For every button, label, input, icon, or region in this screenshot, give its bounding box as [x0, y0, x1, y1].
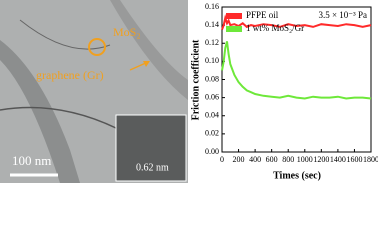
y-tick-label: 0.02 [205, 129, 219, 138]
annotation: 3.5 × 10⁻³ Pa [318, 10, 367, 20]
y-tick-label: 0.00 [205, 147, 219, 156]
figure: MoS₂ graphene (Gr) 0.62 nm 100 nm Fricti… [0, 0, 378, 183]
x-tick-label: 800 [282, 155, 294, 164]
x-tick-label: 200 [233, 155, 245, 164]
y-tick-label: 0.14 [205, 20, 219, 29]
legend-label: PFPE oil [246, 10, 279, 20]
x-tick-label: 1400 [330, 155, 346, 164]
spacing-label: 0.62 nm [136, 162, 169, 173]
x-tick-label: 400 [249, 155, 261, 164]
legend-swatch [226, 13, 242, 19]
x-tick-label: 600 [266, 155, 278, 164]
y-tick-label: 0.06 [205, 92, 219, 101]
x-tick-label: 1800 [363, 155, 378, 164]
y-tick-label: 0.08 [205, 74, 219, 83]
y-tick-label: 0.16 [205, 2, 219, 11]
x-tick-label: 0 [220, 155, 224, 164]
edge [19, 19, 111, 50]
y-tick-label: 0.04 [205, 111, 219, 120]
particle-label: MoS₂ [113, 25, 141, 39]
sheet-label: graphene (Gr) [36, 68, 104, 82]
series-line [221, 41, 372, 100]
x-axis-label: Times (sec) [273, 170, 321, 181]
y-axis-label: Friction coefficient [190, 39, 201, 120]
x-tick-label: 1200 [313, 155, 329, 164]
arrow-head [143, 61, 150, 67]
scale-label: 100 nm [12, 153, 51, 168]
y-tick-label: 0.10 [205, 56, 219, 65]
legend-label: 1 wt% MoS₂/Gr [246, 23, 304, 33]
hrtem-inset [115, 114, 187, 182]
y-tick-label: 0.12 [205, 38, 219, 47]
x-tick-label: 1600 [346, 155, 362, 164]
x-tick-label: 1000 [297, 155, 313, 164]
legend-swatch [226, 26, 242, 32]
graphene-sheet [0, 40, 80, 183]
graphene-fold [110, 0, 188, 100]
series-line [221, 14, 372, 31]
edge [0, 106, 121, 131]
highlight-circle [88, 38, 106, 56]
